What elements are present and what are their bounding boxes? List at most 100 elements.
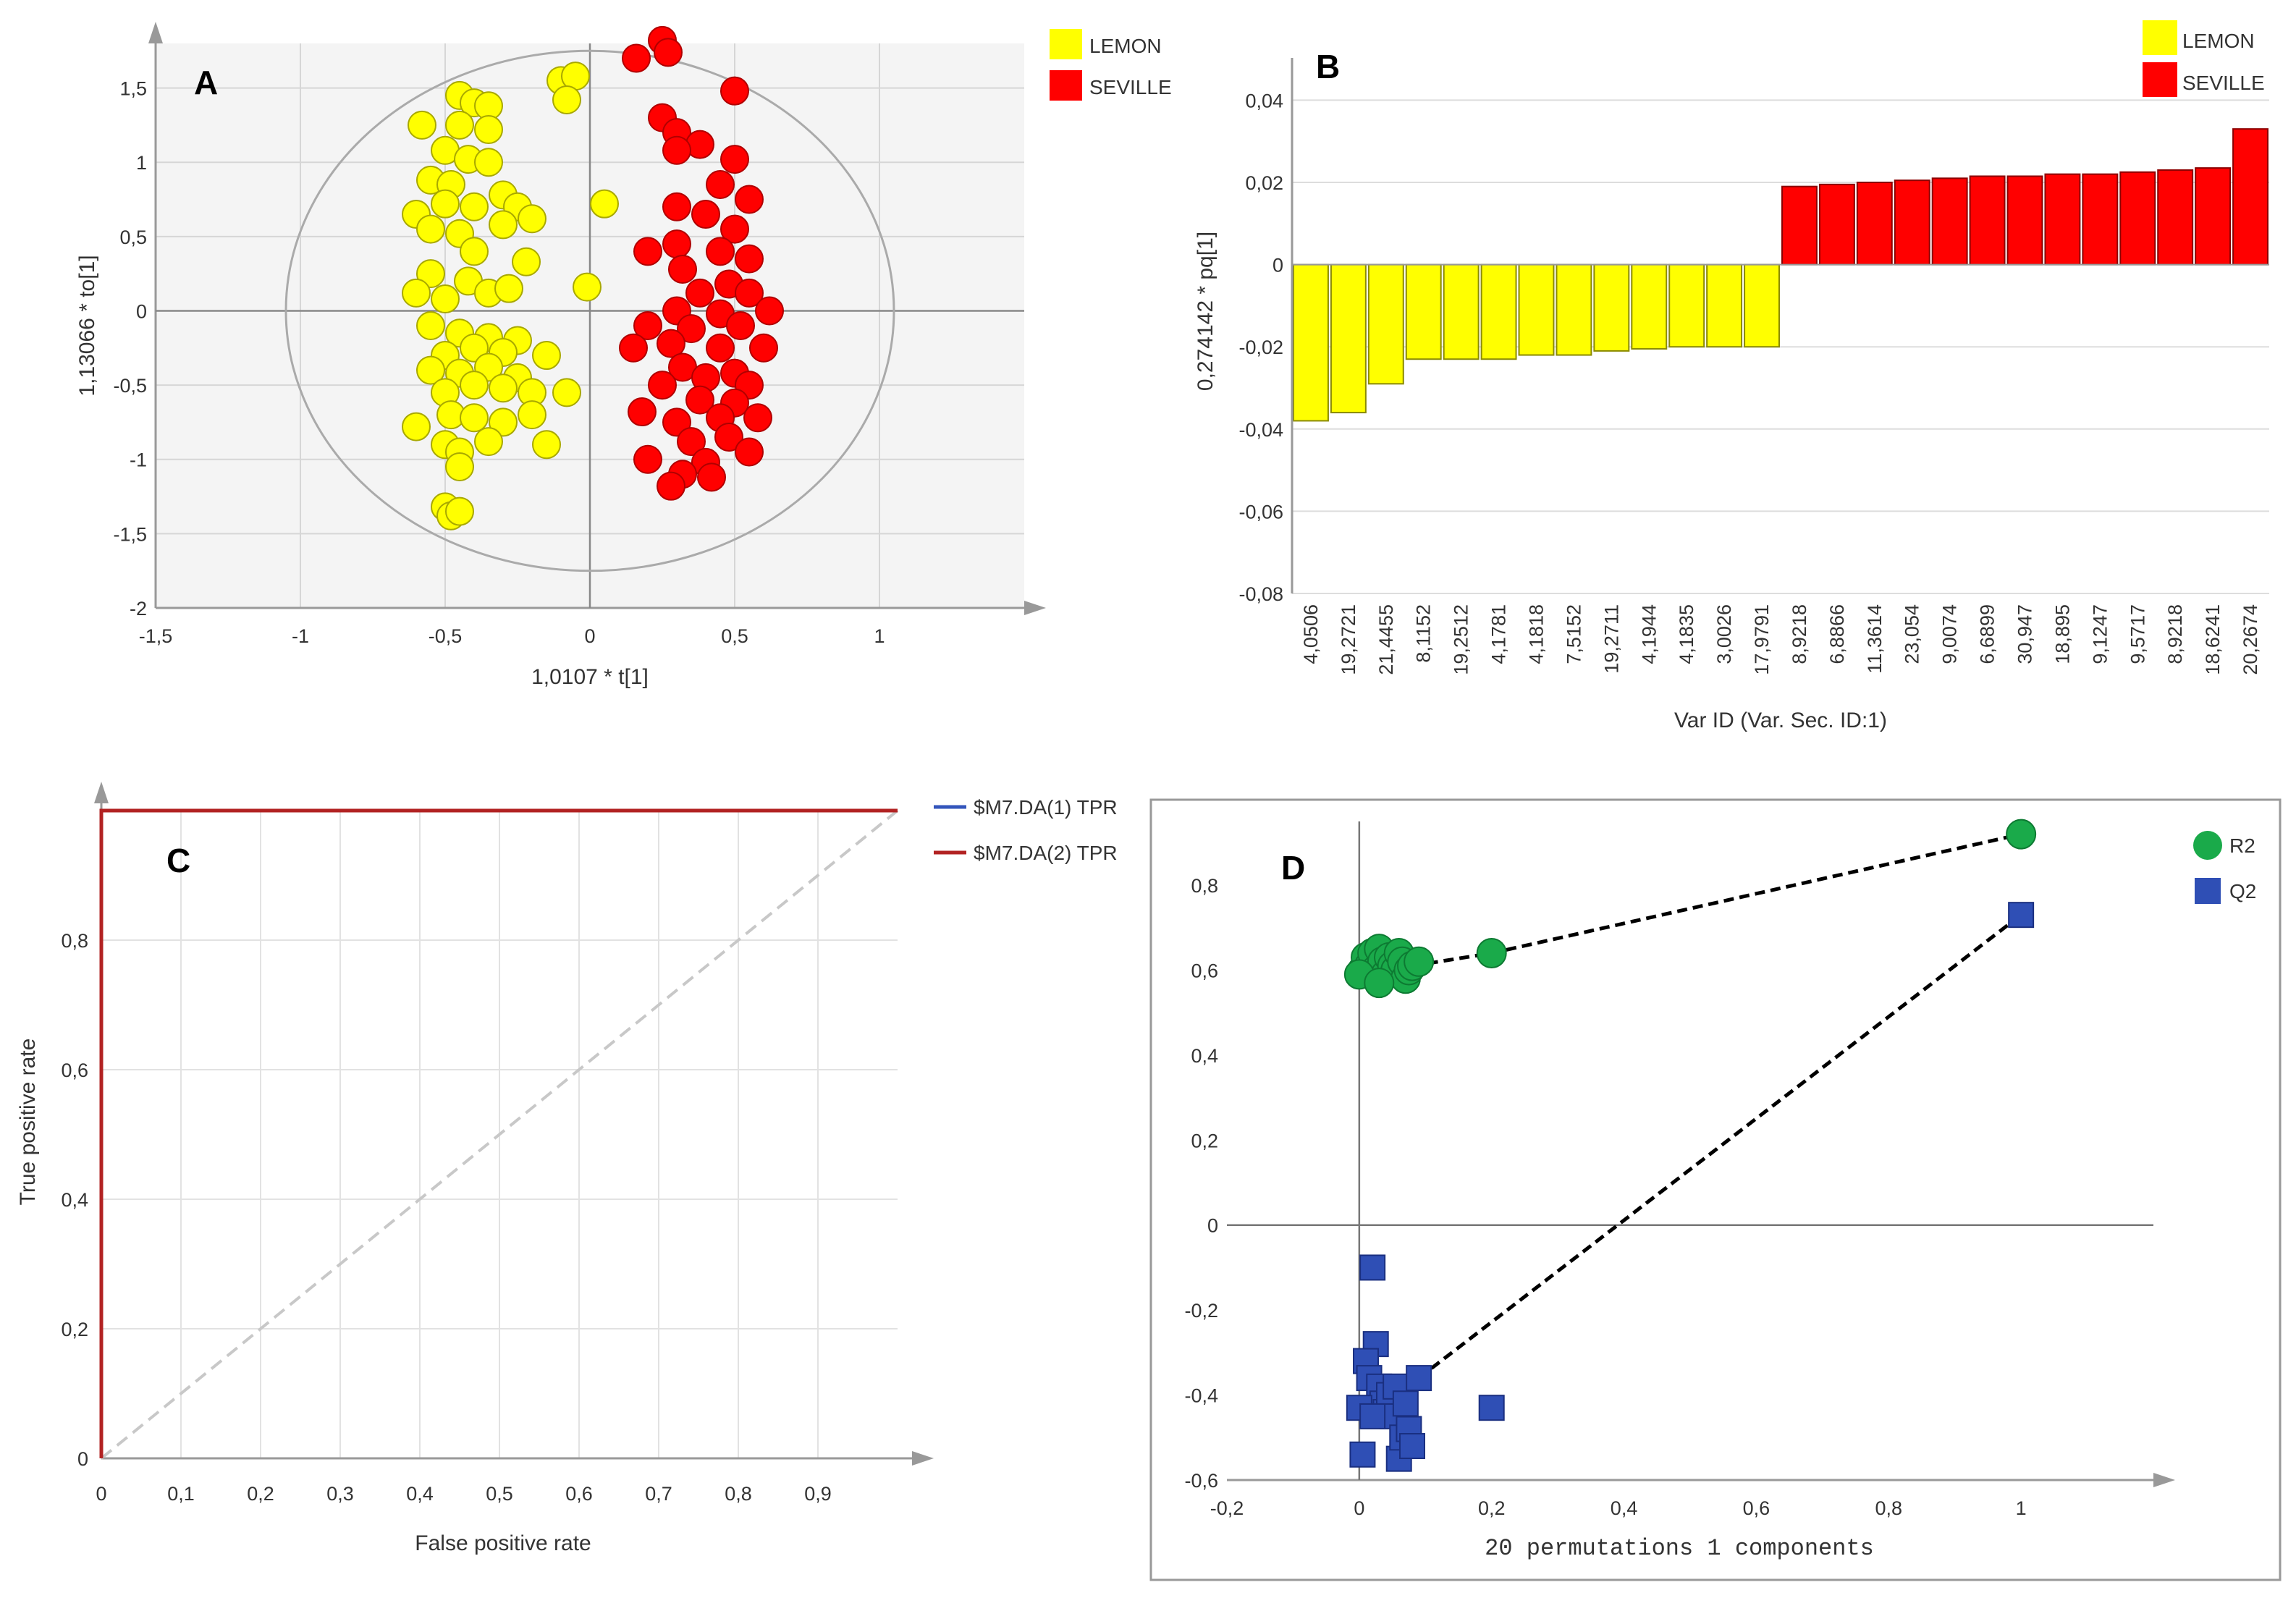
lemon-point xyxy=(431,189,460,219)
q2-point xyxy=(1392,1390,1419,1417)
lemon-point xyxy=(590,189,619,219)
panel-d-x-arrow xyxy=(2153,1473,2175,1487)
panel-b-bar xyxy=(1593,263,1630,352)
panel-d-x-tick-label: 0,4 xyxy=(1611,1497,1638,1519)
panel-a-ellipse xyxy=(284,49,895,572)
panel-b-bar xyxy=(1856,182,1893,266)
seville-point xyxy=(755,296,784,326)
panel-c-grid xyxy=(101,811,898,1458)
r2-point xyxy=(1364,968,1395,999)
panel-b-x-axis-label: Var ID (Var. Sec. ID:1) xyxy=(1674,709,1887,732)
seville-point xyxy=(735,185,764,214)
legend-lemon-swatch xyxy=(2143,20,2177,55)
panel-b-bar xyxy=(1330,263,1367,414)
panel-a-x-tick-label: -1,5 xyxy=(139,625,173,647)
lemon-point xyxy=(489,373,518,403)
panel-a-y-tick-label: 1 xyxy=(136,152,147,174)
panel-b-y-tick-label: 0,02 xyxy=(1245,172,1283,194)
lemon-point xyxy=(402,412,431,441)
panel-a-y-arrow xyxy=(148,22,163,43)
panel-b-y-tick-label: 0 xyxy=(1272,255,1283,276)
lemon-point xyxy=(532,341,561,371)
panel-d-y-tick-label: 0,6 xyxy=(1191,960,1218,981)
seville-point xyxy=(662,135,691,165)
panel-c-y-tick-label: 0,6 xyxy=(61,1060,88,1081)
panel-a-x-tick-label: 0,5 xyxy=(721,625,748,647)
q2-point xyxy=(1478,1395,1505,1421)
panel-b-legend: LEMON SEVILLE xyxy=(2143,20,2265,97)
lemon-point xyxy=(416,311,445,340)
seville-point xyxy=(654,38,683,67)
panel-d-legend: R2 Q2 xyxy=(2193,831,2256,904)
panel-b-bar xyxy=(1969,175,2006,266)
panel-d-y-tick-label: 0 xyxy=(1207,1215,1218,1237)
panel-c-x-ticks: 0 0,1 0,2 0,3 0,4 0,5 0,6 0,7 0,8 0,9 xyxy=(96,1483,831,1505)
r2-point xyxy=(1476,938,1507,968)
seville-point xyxy=(749,333,778,363)
lemon-point xyxy=(460,403,489,433)
panel-a-y-tick-label: 0,5 xyxy=(119,227,147,248)
seville-point xyxy=(662,192,691,221)
panel-b-x-tick-label: 19,2711 xyxy=(1600,604,1622,674)
lemon-point xyxy=(445,496,474,526)
panel-d: -0,2 0 0,2 0,4 0,6 0,8 1 0,8 0,6 0,4 0,2 0 -0,2 -0,4… xyxy=(1149,798,2282,1581)
legend-seville-swatch xyxy=(2143,62,2177,97)
seville-point xyxy=(685,278,714,308)
panel-c-lines xyxy=(99,808,899,1460)
panel-b-x-tick-label: 19,2721 xyxy=(1338,604,1359,675)
panel-c: 0 0,1 0,2 0,3 0,4 0,5 0,6 0,7 0,8 0,9 0,80,60,40,… xyxy=(16,782,1118,1555)
legend-r2-label: R2 xyxy=(2229,834,2255,857)
panel-b-bar xyxy=(2044,173,2081,266)
panel-a-y-tick-label: -1 xyxy=(130,449,147,471)
panel-b-x-tick-label: 19,2512 xyxy=(1451,604,1472,675)
lemon-point xyxy=(416,214,445,244)
lemon-point xyxy=(445,110,474,140)
panel-b-bar xyxy=(1556,263,1592,356)
panel-c-legend: $M7.DA(1) TPR $M7.DA(2) TPR xyxy=(934,796,1118,864)
seville-point xyxy=(633,237,662,266)
panel-c-x-tick-label: 0,3 xyxy=(326,1483,354,1505)
panel-b-x-tick-label: 18,6241 xyxy=(2202,604,2224,675)
lemon-point xyxy=(512,247,541,276)
panel-b-bar xyxy=(2157,169,2194,266)
seville-point xyxy=(685,385,714,415)
seville-point xyxy=(726,311,755,340)
panel-c-y-arrow xyxy=(94,782,109,803)
seville-point xyxy=(648,371,677,400)
panel-b-x-tick-label: 23,054 xyxy=(1902,604,1923,664)
panel-c-x-tick-label: 0,5 xyxy=(486,1483,513,1505)
lemon-point xyxy=(474,427,503,457)
legend-lemon-label: LEMON xyxy=(1089,35,1162,57)
seville-point xyxy=(706,333,735,363)
panel-d-y-tick-label: -0,4 xyxy=(1184,1385,1218,1407)
panel-c-y-tick-label: 0 xyxy=(77,1448,88,1470)
r2-point xyxy=(2006,819,2037,850)
panel-b-bars xyxy=(1293,128,2268,422)
panel-c-tpr2-line xyxy=(99,808,898,1458)
seville-point xyxy=(720,76,749,106)
panel-c-y-tick-label: 0,4 xyxy=(61,1189,88,1211)
seville-point xyxy=(619,333,648,363)
panel-a-y-tick-label: 1,5 xyxy=(119,78,147,100)
panel-b-x-tick-label: 8,9218 xyxy=(1789,604,1810,664)
q2-point xyxy=(2008,902,2035,929)
panel-c-x-tick-label: 0,1 xyxy=(167,1483,195,1505)
seville-point xyxy=(677,314,706,344)
panel-b-axes xyxy=(1291,58,2269,593)
panel-b-bar xyxy=(2006,175,2043,266)
seville-point xyxy=(668,255,697,284)
panel-d-y-tick-label: -0,2 xyxy=(1184,1300,1218,1322)
panel-c-x-tick-label: 0,6 xyxy=(565,1483,593,1505)
lemon-point xyxy=(474,148,503,177)
panel-b-bar xyxy=(2232,128,2268,266)
seville-point xyxy=(706,237,735,266)
seville-point xyxy=(677,427,706,457)
panel-d-q2-trend-line xyxy=(1417,913,2022,1380)
panel-d-trend-lines xyxy=(1411,832,2022,1380)
panel-b-y-ticks: 0,04 0,02 0 -0,02 -0,04 -0,06 -0,08 xyxy=(1238,90,1283,605)
panel-b-x-tick-label: 9,0074 xyxy=(1939,604,1961,664)
panel-b-x-tick-label: 7,5152 xyxy=(1563,604,1584,664)
legend-r2-marker xyxy=(2193,831,2222,860)
legend-q2-marker xyxy=(2195,878,2221,904)
